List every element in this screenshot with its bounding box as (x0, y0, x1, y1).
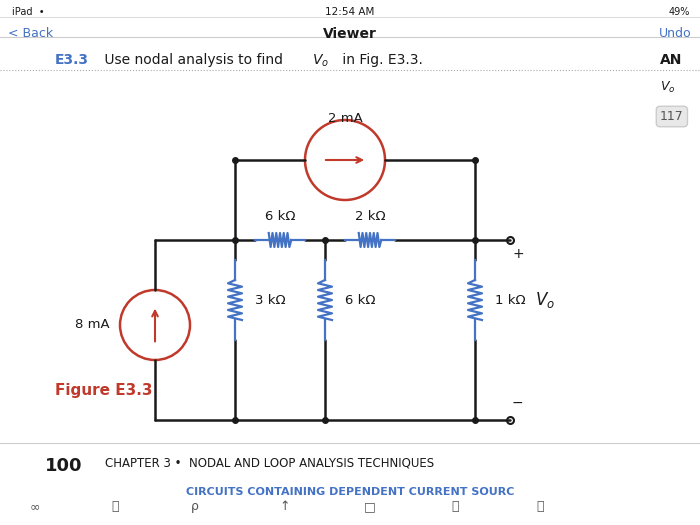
Text: AN: AN (660, 53, 682, 67)
Text: iPad  •: iPad • (12, 7, 45, 17)
Text: E3.3: E3.3 (55, 53, 89, 67)
Text: 1 kΩ: 1 kΩ (495, 293, 526, 307)
Text: 🔍: 🔍 (111, 500, 119, 513)
Text: in Fig. E3.3.: in Fig. E3.3. (338, 53, 423, 67)
Text: 12:54 AM: 12:54 AM (326, 7, 374, 17)
Text: 8 mA: 8 mA (76, 319, 110, 331)
Text: $V_o$: $V_o$ (535, 290, 555, 310)
Text: 2 kΩ: 2 kΩ (355, 210, 385, 223)
Text: Use nodal analysis to find: Use nodal analysis to find (100, 53, 288, 67)
Text: ρ: ρ (191, 500, 199, 513)
Text: ∞: ∞ (30, 500, 40, 513)
Text: ↑: ↑ (280, 500, 290, 513)
Text: < Back: < Back (8, 27, 53, 40)
Text: Undo: Undo (659, 27, 692, 40)
Text: $V_o$: $V_o$ (312, 53, 329, 69)
Text: −: − (512, 396, 524, 410)
Text: 📎: 📎 (536, 500, 544, 513)
Text: Viewer: Viewer (323, 27, 377, 41)
Text: 6 kΩ: 6 kΩ (345, 293, 375, 307)
Text: 6 kΩ: 6 kΩ (265, 210, 295, 223)
Text: 100: 100 (45, 457, 83, 475)
Text: $V_o$: $V_o$ (660, 80, 675, 95)
Text: CIRCUITS CONTAINING DEPENDENT CURRENT SOURC: CIRCUITS CONTAINING DEPENDENT CURRENT SO… (186, 487, 514, 497)
Text: +: + (512, 247, 524, 261)
Text: 2 mA: 2 mA (328, 112, 363, 125)
Text: 117: 117 (660, 110, 684, 123)
Text: 3 kΩ: 3 kΩ (255, 293, 286, 307)
Text: 49%: 49% (668, 7, 690, 17)
Text: □: □ (364, 500, 376, 513)
Text: CHAPTER 3 •  NODAL AND LOOP ANALYSIS TECHNIQUES: CHAPTER 3 • NODAL AND LOOP ANALYSIS TECH… (105, 457, 434, 470)
Text: 🔒: 🔒 (452, 500, 458, 513)
Text: Figure E3.3: Figure E3.3 (55, 383, 153, 397)
